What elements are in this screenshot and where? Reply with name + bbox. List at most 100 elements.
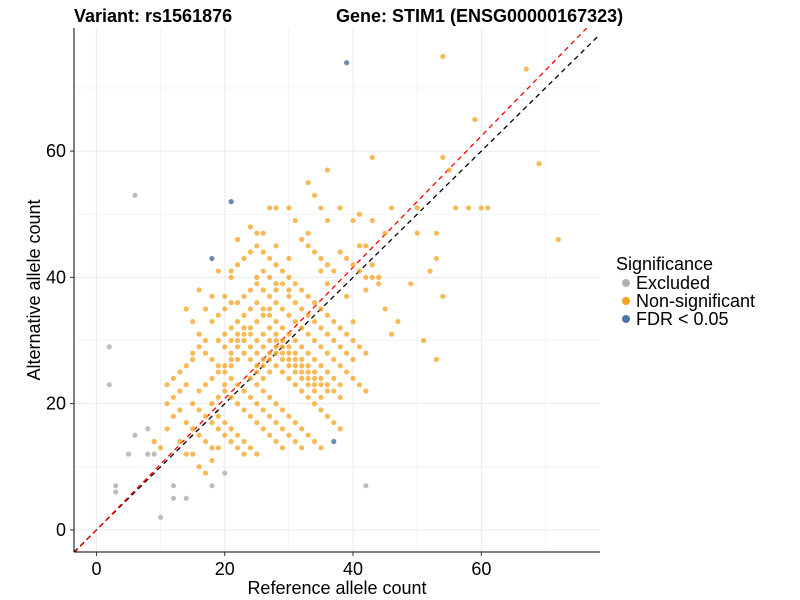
point-non-significant [209, 457, 215, 464]
point-non-significant [324, 350, 330, 356]
point-non-significant [241, 407, 247, 413]
point-non-significant [183, 382, 189, 388]
point-non-significant [324, 382, 330, 388]
reference-lines [74, 28, 600, 552]
y-axis-label: Alternative allele count [24, 199, 44, 380]
point-non-significant [273, 281, 279, 287]
point-non-significant [324, 312, 330, 318]
point-non-significant [299, 356, 305, 363]
point-non-significant [555, 236, 561, 243]
point-non-significant [209, 375, 215, 381]
point-non-significant [337, 325, 343, 331]
identity-line [74, 33, 600, 552]
x-axis-label: Reference allele count [247, 578, 426, 598]
point-non-significant [222, 306, 228, 312]
point-non-significant [247, 413, 254, 419]
point-non-significant [279, 407, 286, 413]
point-non-significant [331, 356, 337, 363]
point-non-significant [395, 318, 401, 325]
point-non-significant [311, 356, 318, 363]
point-non-significant [234, 344, 241, 350]
point-non-significant [299, 325, 305, 331]
point-non-significant [260, 388, 266, 394]
point-non-significant [299, 375, 305, 381]
point-non-significant [241, 350, 247, 356]
point-non-significant [344, 331, 350, 337]
point-non-significant [292, 217, 298, 224]
point-non-significant [337, 426, 343, 432]
point-non-significant [254, 318, 260, 325]
point-non-significant [324, 331, 330, 337]
point-non-significant [350, 375, 356, 381]
y-tick-label: 20 [46, 394, 66, 414]
point-non-significant [247, 356, 254, 363]
point-non-significant [318, 407, 324, 413]
point-non-significant [376, 274, 382, 280]
point-non-significant [254, 363, 260, 369]
point-non-significant [292, 438, 298, 445]
point-non-significant [318, 382, 324, 388]
point-non-significant [209, 318, 215, 325]
point-non-significant [260, 375, 266, 381]
point-non-significant [164, 426, 170, 432]
point-non-significant [260, 363, 266, 369]
point-non-significant [209, 356, 215, 363]
point-non-significant [254, 274, 260, 280]
point-non-significant [260, 312, 266, 318]
point-non-significant [260, 356, 266, 363]
point-non-significant [228, 363, 234, 369]
point-non-significant [305, 180, 311, 186]
point-non-significant [260, 306, 266, 312]
point-non-significant [273, 331, 279, 337]
point-excluded [132, 432, 138, 438]
point-excluded [363, 483, 369, 489]
point-non-significant [350, 356, 356, 363]
point-non-significant [247, 394, 254, 400]
legend-swatch-non-significant [622, 297, 630, 305]
point-non-significant [305, 350, 311, 356]
point-non-significant [344, 293, 350, 299]
point-non-significant [478, 205, 484, 211]
point-non-significant [331, 268, 337, 274]
point-non-significant [305, 243, 311, 249]
point-non-significant [305, 369, 311, 375]
point-non-significant [292, 356, 298, 363]
legend: Significance Excluded Non-significant FD… [616, 254, 755, 329]
point-non-significant [234, 262, 241, 268]
point-non-significant [472, 116, 478, 123]
point-non-significant [299, 426, 305, 432]
point-excluded [113, 489, 119, 495]
point-non-significant [215, 337, 221, 344]
x-tick-label: 0 [91, 559, 101, 579]
point-non-significant [324, 167, 330, 173]
point-non-significant [254, 382, 260, 388]
point-non-significant [273, 350, 279, 356]
point-non-significant [324, 369, 330, 375]
point-non-significant [228, 350, 234, 356]
point-non-significant [234, 382, 241, 388]
point-non-significant [254, 243, 260, 249]
point-non-significant [234, 331, 241, 337]
point-excluded [157, 514, 164, 520]
point-non-significant [260, 407, 266, 413]
point-non-significant [273, 337, 279, 344]
legend-swatch-excluded [622, 279, 630, 287]
point-non-significant [388, 331, 395, 337]
point-non-significant [286, 287, 292, 293]
point-excluded [125, 451, 132, 457]
point-non-significant [305, 293, 311, 299]
point-non-significant [151, 438, 157, 445]
point-non-significant [311, 300, 318, 306]
point-non-significant [363, 243, 369, 249]
point-non-significant [324, 217, 330, 224]
point-non-significant [209, 419, 215, 426]
point-non-significant [183, 419, 189, 426]
point-non-significant [286, 331, 292, 337]
point-non-significant [286, 312, 292, 318]
point-fdr-0-05 [209, 255, 215, 262]
point-non-significant [222, 293, 228, 299]
point-non-significant [440, 53, 446, 60]
point-excluded [222, 470, 228, 476]
point-non-significant [337, 249, 343, 255]
point-non-significant [427, 268, 433, 274]
